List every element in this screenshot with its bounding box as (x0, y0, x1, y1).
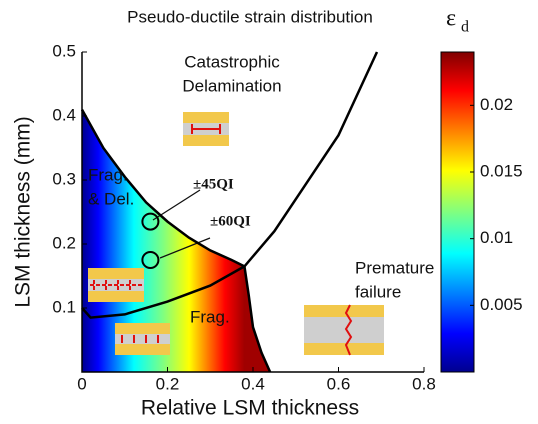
point (141, 251, 160, 269)
arrow (159, 237, 211, 259)
y-tick-label: 0.4 (52, 105, 76, 124)
inset (115, 323, 170, 355)
x-tick-label: 0.2 (156, 374, 180, 393)
point (141, 212, 160, 231)
colorbar-tick-label: 0.015 (480, 161, 523, 180)
y-tick-label: 0.2 (52, 233, 76, 252)
region-label: Premature (355, 258, 434, 277)
inset (88, 268, 144, 302)
region-label: Frag. (190, 307, 230, 326)
colorbar-label-subscript: d (461, 19, 469, 36)
colorbar-label: ε (446, 6, 456, 32)
y-tick-label: 0.1 (52, 297, 76, 316)
inset (304, 304, 384, 356)
y-tick-label: 0.5 (52, 41, 76, 60)
colorbar-tick-label: 0.02 (480, 95, 513, 114)
x-axis-label: Relative LSM thickness (141, 397, 359, 420)
y-tick-label: 0.3 (52, 169, 76, 188)
x-tick-label: 0.8 (412, 374, 436, 393)
point-label: ±45QI (193, 176, 234, 192)
colorbar-tick-label: 0.01 (480, 228, 513, 247)
boundary-line (243, 266, 272, 373)
x-tick-label: 0 (77, 374, 86, 393)
region-label: Catastrophic (184, 52, 280, 71)
region-label: Delamination (182, 76, 281, 95)
y-axis-label: LSM thickness (mm) (12, 116, 35, 307)
region-label: Frag. (88, 165, 128, 184)
inset (183, 112, 229, 146)
colorbar-tick-label: 0.005 (480, 295, 523, 314)
region-label: failure (355, 282, 401, 301)
point-label: ±60QI (210, 213, 251, 229)
region-label: & Del. (88, 189, 134, 208)
x-tick-label: 0.6 (327, 374, 351, 393)
chart-title: Pseudo-ductile strain distribution (127, 7, 373, 26)
colored-region (82, 109, 271, 372)
colorbar (440, 51, 475, 373)
boundary-line (80, 108, 246, 268)
x-tick-label: 0.4 (241, 374, 265, 393)
boundary-line (81, 51, 379, 319)
